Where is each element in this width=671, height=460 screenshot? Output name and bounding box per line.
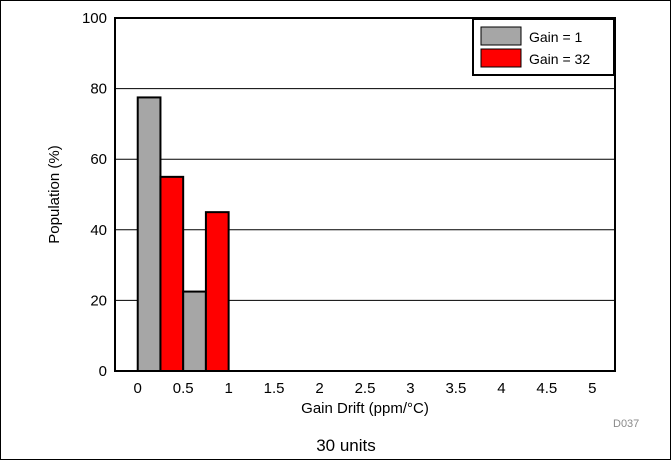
x-tick-label: 4.5	[536, 380, 557, 397]
x-axis-ticks: 0 0.5 1 1.5 2 2.5 3 3.5 4 4.5 5	[134, 380, 597, 397]
bar-gain-32-bin-1	[204, 211, 230, 372]
x-tick-label: 0	[134, 380, 142, 397]
legend-swatch	[480, 48, 522, 68]
x-tick-label: 0.5	[173, 380, 194, 397]
y-tick-label: 40	[90, 222, 107, 239]
plot-border	[114, 17, 616, 372]
x-tick-label: 5	[588, 380, 596, 397]
y-tick-label: 80	[90, 81, 107, 98]
x-tick-label: 1	[224, 380, 232, 397]
legend-label: Gain = 1	[529, 29, 583, 45]
x-tick-label: 3	[406, 380, 414, 397]
x-axis-label: Gain Drift (ppm/°C)	[301, 400, 429, 417]
bar-gain-32-bin-0	[159, 175, 185, 372]
caption: 30 units	[316, 436, 376, 455]
y-tick-label: 0	[99, 363, 107, 380]
y-tick-label: 60	[90, 151, 107, 168]
x-tick-label: 1.5	[264, 380, 285, 397]
x-tick-label: 3.5	[445, 380, 466, 397]
legend: Gain = 1 Gain = 32	[472, 18, 615, 76]
y-tick-label: 20	[90, 292, 107, 309]
figure-code: D037	[613, 418, 639, 430]
y-axis-label: Population (%)	[46, 145, 63, 243]
x-tick-label: 4	[497, 380, 505, 397]
y-axis-ticks: 0 20 40 60 80 100	[82, 10, 107, 380]
x-tick-label: 2	[315, 380, 323, 397]
legend-label: Gain = 32	[529, 51, 590, 67]
x-tick-label: 2.5	[355, 380, 376, 397]
bar-gain-1-bin-1	[182, 290, 207, 373]
y-tick-label: 100	[82, 10, 107, 27]
bars	[136, 96, 230, 373]
bar-gain-1-bin-0	[136, 96, 162, 373]
legend-swatch	[480, 26, 522, 46]
grid-lines	[115, 88, 615, 301]
